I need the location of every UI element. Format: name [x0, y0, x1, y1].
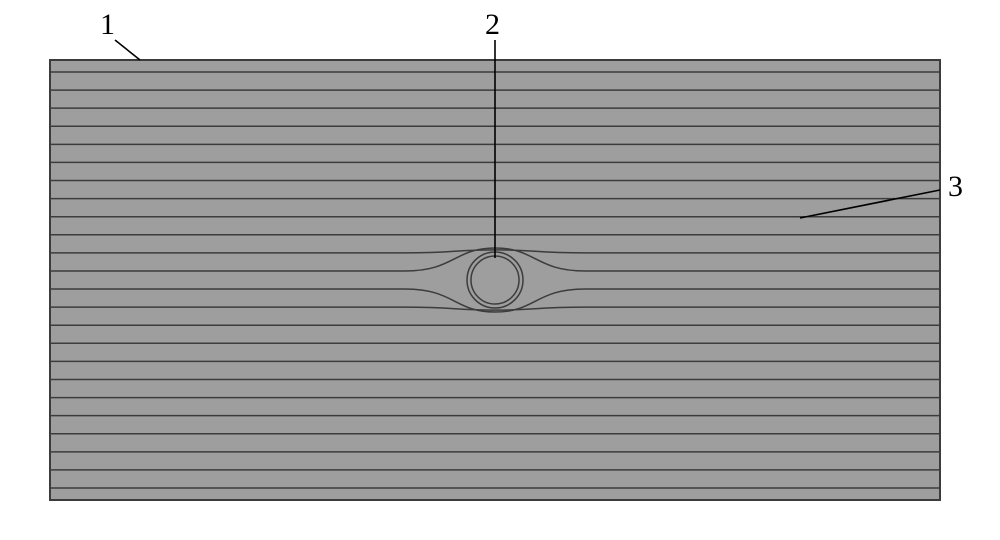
diagram-svg	[0, 0, 1000, 540]
leader-line-one	[115, 40, 140, 60]
disc-inner	[471, 256, 519, 304]
figure-container: 1 2 3	[0, 0, 1000, 540]
